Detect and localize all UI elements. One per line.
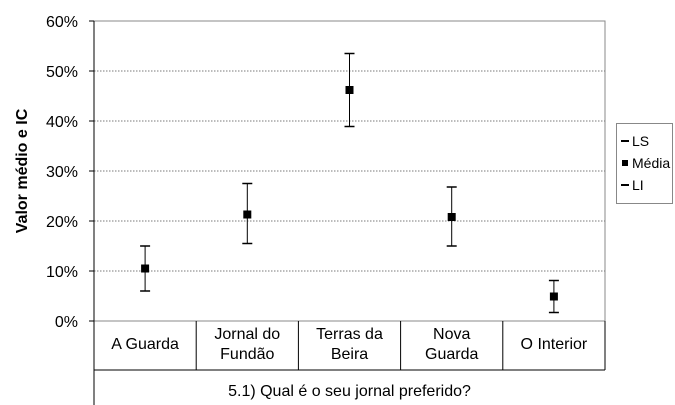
y-tick-label: 30% [46,164,78,181]
x-tick-label: Nova Guarda [425,326,478,363]
x-tick-label-line: Fundão [220,346,274,363]
x-tick-label: O Interior [521,336,588,353]
y-tick-label: 0% [55,314,78,331]
legend-item-ls: LS [621,132,649,150]
legend-label-ls: LS [632,133,650,149]
x-tick-label-line: Nova [433,326,470,343]
mean-marker [345,86,354,94]
ls-marker-icon [621,140,629,142]
mean-marker [447,213,456,221]
x-tick-label-line: Jornal do [214,326,280,343]
y-tick-label: 50% [46,64,78,81]
mean-marker-icon [622,160,628,166]
x-tick-label-line: Guarda [425,346,478,363]
y-tick-label: 60% [46,14,78,31]
li-marker-icon [621,184,629,186]
x-tick-label-line: O Interior [521,336,588,353]
x-tick-label: A Guarda [111,336,179,353]
legend: LS Média LI [616,123,673,204]
y-axis-title: Valor médio e IC [14,108,31,233]
y-tick-label: 20% [46,214,78,231]
legend-label-media: Média [632,155,671,171]
y-tick-label: 40% [46,114,78,131]
x-tick-label-line: Beira [331,346,368,363]
y-tick-label: 10% [46,264,78,281]
x-tick-label-line: Terras da [316,326,383,343]
mean-marker [549,292,558,301]
mean-marker [243,210,252,219]
mean-marker [141,264,150,273]
legend-label-li: LI [632,177,644,193]
x-tick-label-line: A Guarda [111,336,179,353]
x-axis-title: 5.1) Qual é o seu jornal preferido? [228,383,471,400]
x-tick-label: Terras da Beira [316,326,383,363]
legend-item-media: Média [621,154,670,172]
legend-item-li: LI [621,176,644,194]
x-tick-label: Jornal do Fundão [214,326,280,363]
